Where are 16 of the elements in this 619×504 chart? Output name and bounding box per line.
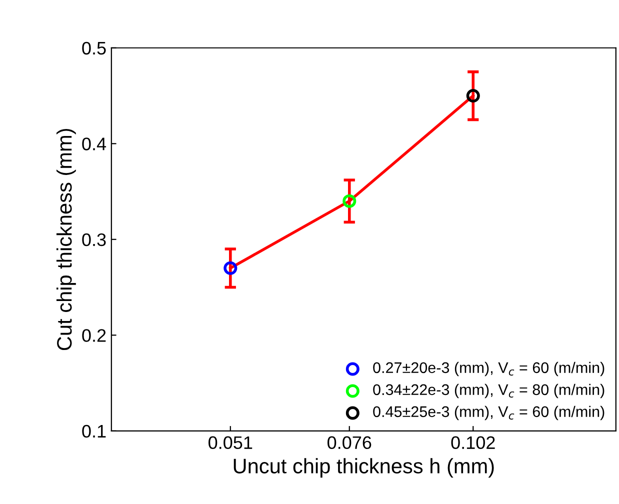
y-tick-label: 0.1 bbox=[82, 424, 106, 438]
x-axis-title: Uncut chip thickness h (mm) bbox=[234, 458, 494, 478]
legend-label: 0.34±22e-3 (mm), V$_{c}$ = 80 (m/min) bbox=[373, 384, 604, 398]
point bbox=[224, 261, 238, 275]
y-tick-label: 0.2 bbox=[82, 329, 106, 342]
y-axis-title: Cut chip thickness (mm) bbox=[56, 128, 76, 350]
legend-label: 0.45±25e-3 (mm), V$_{c}$ = 60 (m/min) bbox=[373, 406, 604, 420]
point bbox=[466, 88, 480, 103]
y-tick-label: 0.5 bbox=[82, 42, 106, 55]
x-tick-label: 0.076 bbox=[328, 436, 372, 450]
legend-label: 0.27±20e-3 (mm), V$_{c}$ = 60 (m/min) bbox=[373, 362, 604, 376]
x-tick-label: 0.051 bbox=[208, 436, 252, 450]
point bbox=[342, 194, 356, 208]
y-tick-label: 0.4 bbox=[82, 138, 106, 150]
y-tick-label: 0.3 bbox=[82, 233, 106, 246]
x-tick-label: 0.102 bbox=[451, 436, 495, 450]
